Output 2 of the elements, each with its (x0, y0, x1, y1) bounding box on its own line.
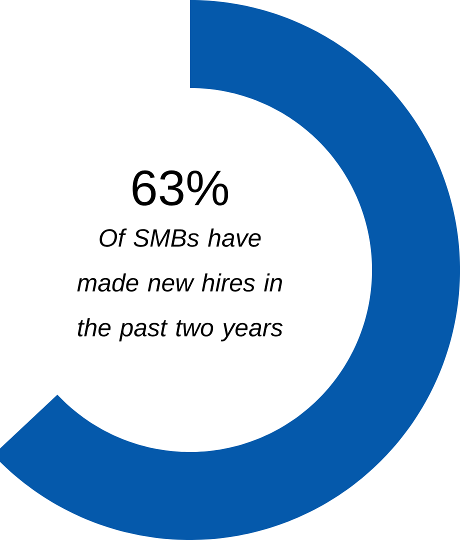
text: Of SMBs have made new hires in the past two years (77, 228, 283, 342)
data-label: 63% (132, 170, 228, 206)
